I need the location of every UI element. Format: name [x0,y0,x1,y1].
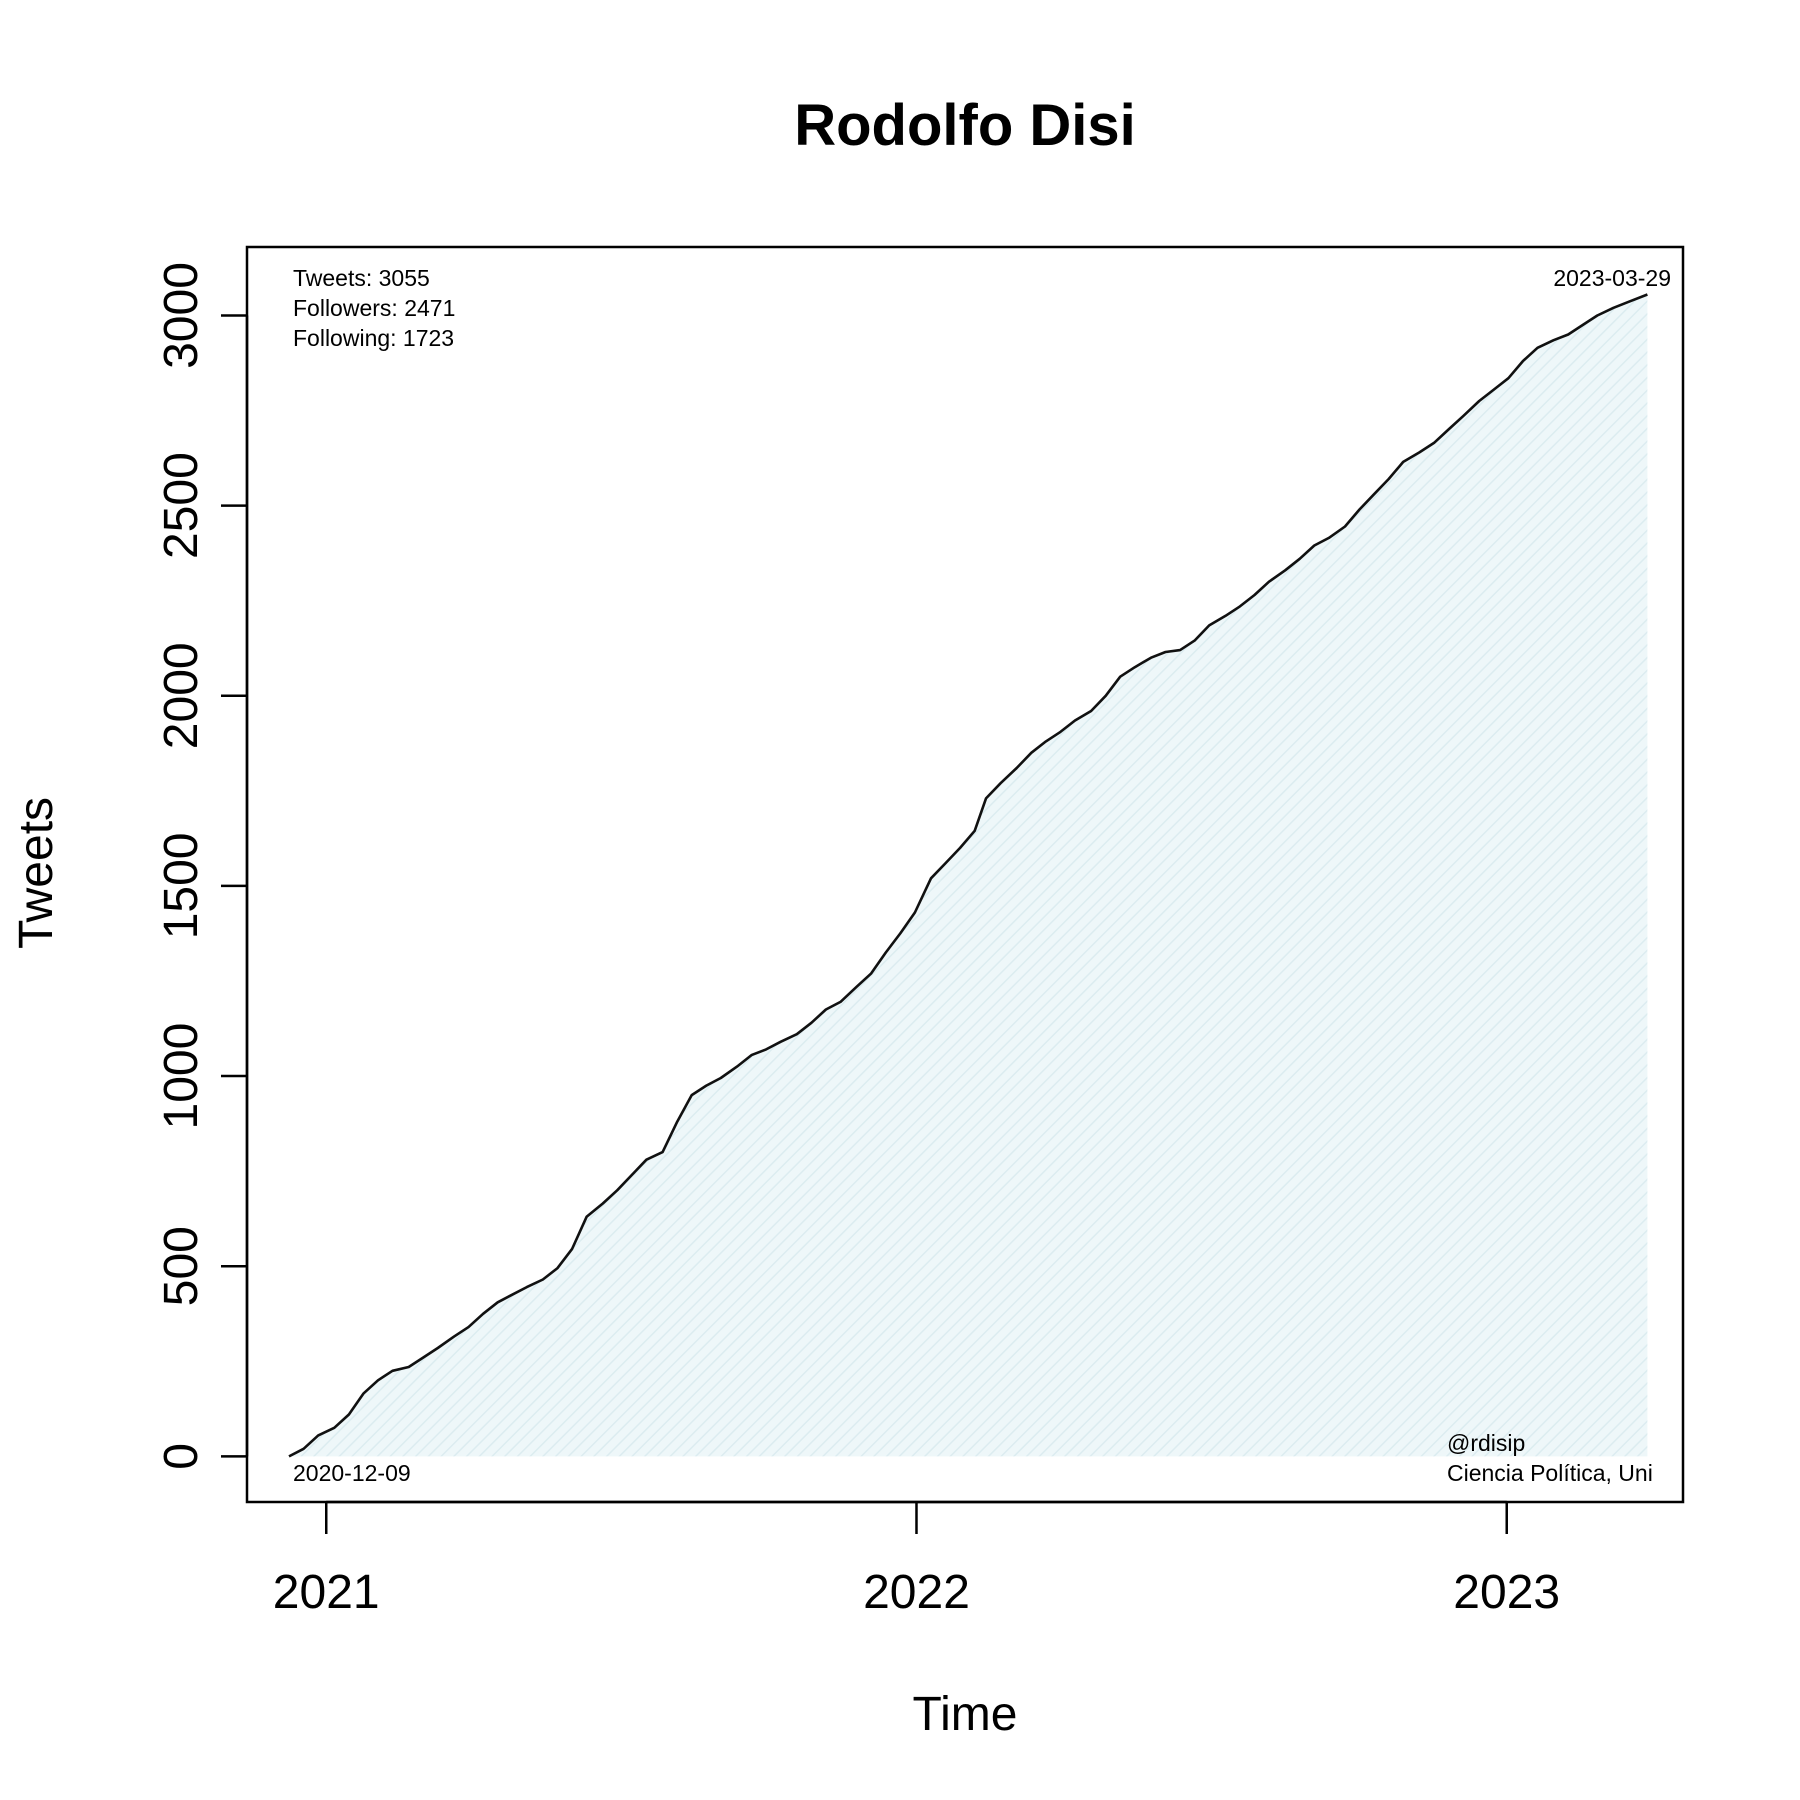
y-tick-label: 500 [155,1226,208,1306]
followers-count-annotation: Followers: 2471 [293,295,455,321]
y-tick-label: 0 [155,1443,208,1470]
tweets-area-fill [289,294,1648,1457]
tweets-cumulative-line [288,293,1648,1458]
tweets-count-annotation: Tweets: 3055 [293,265,430,291]
following-count-annotation: Following: 1723 [293,325,454,351]
bio-annotation: Ciencia Política, Uni [1447,1460,1653,1486]
y-tick-label: 3000 [155,262,208,369]
y-axis-title: Tweets [10,797,63,949]
chart-title: Rodolfo Disi [794,93,1136,158]
y-tick-label: 2500 [155,452,208,559]
y-tick-label: 2000 [155,642,208,749]
x-tick-label: 2023 [1453,1566,1560,1619]
x-axis: 2021 2022 2023 [273,1500,1560,1619]
y-tick-label: 1500 [155,833,208,940]
x-tick-label: 2021 [273,1566,380,1619]
area-fill-layer [289,294,1648,1457]
y-tick-label: 1000 [155,1023,208,1130]
series-line-layer [288,293,1648,1458]
start-date-annotation: 2020-12-09 [293,1460,411,1486]
y-axis: 0 500 1000 1500 2000 2500 3000 [155,262,249,1470]
end-date-annotation: 2023-03-29 [1553,265,1671,291]
x-axis-title: Time [913,1688,1018,1741]
x-tick-label: 2022 [863,1566,970,1619]
handle-annotation: @rdisip [1447,1430,1525,1456]
